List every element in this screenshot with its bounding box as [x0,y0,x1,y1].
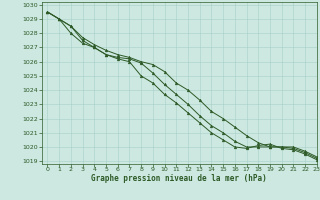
X-axis label: Graphe pression niveau de la mer (hPa): Graphe pression niveau de la mer (hPa) [91,174,267,183]
